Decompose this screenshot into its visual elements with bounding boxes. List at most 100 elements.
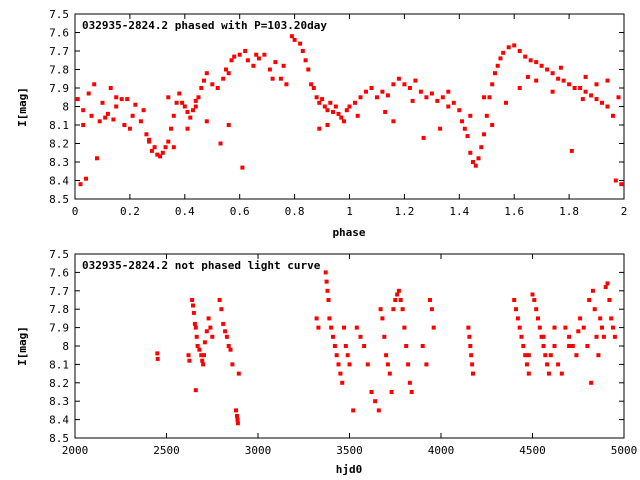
- phased-data-point: [86, 91, 91, 96]
- unphased-data-point: [314, 316, 319, 321]
- phased-data-point: [180, 100, 185, 105]
- phased-data-point: [166, 95, 171, 100]
- phased-data-point: [342, 119, 346, 124]
- phased-data-point: [410, 98, 415, 103]
- unphased-data-point: [587, 298, 592, 302]
- phased-data-point: [616, 95, 621, 100]
- phased-data-point: [226, 71, 231, 76]
- phased-data-point: [479, 145, 484, 150]
- phased-data-point: [429, 91, 434, 96]
- phased-data-point: [490, 123, 495, 127]
- phased-data-point: [375, 95, 379, 100]
- phased-data-point: [589, 93, 594, 98]
- phased-data-point: [292, 37, 297, 42]
- phased-x-tick-label: 0: [72, 205, 79, 218]
- phased-data-point: [111, 117, 116, 122]
- unphased-data-point: [563, 325, 568, 330]
- unphased-data-point: [404, 344, 409, 348]
- unphased-data-point: [373, 399, 378, 404]
- unphased-data-point: [521, 344, 526, 348]
- phased-data-point: [138, 119, 143, 124]
- phased-data-point: [583, 89, 588, 94]
- phased-data-point: [149, 148, 154, 153]
- unphased-data-point: [201, 362, 206, 367]
- unphased-data-point: [219, 307, 224, 312]
- phased-data-point: [594, 97, 599, 102]
- phased-x-tick-label: 0.6: [230, 205, 250, 218]
- unphased-data-point: [395, 292, 400, 297]
- phased-data-point: [482, 95, 486, 100]
- phased-data-point: [122, 123, 127, 127]
- phased-data-point: [309, 82, 314, 87]
- unphased-data-point: [327, 316, 332, 321]
- phased-data-point: [204, 71, 209, 76]
- phased-data-point: [306, 67, 311, 72]
- unphased-data-point: [192, 321, 197, 326]
- phased-data-point: [501, 50, 506, 55]
- phased-data-point: [256, 56, 261, 61]
- phased-data-point: [202, 78, 206, 83]
- phased-x-tick-label: 1.8: [559, 205, 579, 218]
- phased-data-point: [391, 119, 396, 124]
- phased-y-tick-label: 8.1: [49, 119, 69, 132]
- unphased-data-point: [431, 325, 436, 330]
- unphased-data-point: [369, 390, 374, 394]
- unphased-data-point: [574, 353, 579, 358]
- unphased-data-point: [325, 288, 330, 293]
- unphased-data-point: [543, 353, 548, 358]
- phased-data-point: [435, 98, 440, 103]
- phased-data-point: [567, 82, 572, 87]
- unphased-data-point: [534, 307, 539, 312]
- phased-data-point: [558, 65, 563, 70]
- unphased-data-point: [396, 288, 401, 293]
- phased-data-point: [460, 119, 464, 124]
- unphased-data-point: [512, 298, 517, 302]
- unphased-data-point: [406, 362, 411, 367]
- unphased-data-point: [393, 298, 398, 302]
- unphased-data-point: [594, 334, 599, 339]
- phased-data-point: [114, 104, 119, 109]
- phased-data-point: [495, 63, 500, 68]
- unphased-data-point: [467, 334, 472, 339]
- phased-y-tick-label: 8.4: [49, 175, 69, 188]
- unphased-x-tick-label: 2500: [153, 444, 180, 457]
- unphased-chart-title: 032935-2824.2 not phased light curve: [82, 259, 321, 272]
- unphased-data-point: [224, 334, 229, 339]
- unphased-data-point: [523, 353, 528, 358]
- phased-data-point: [506, 45, 511, 50]
- unphased-data-point: [424, 362, 429, 367]
- unphased-data-point: [552, 325, 557, 330]
- phased-data-point: [344, 108, 349, 113]
- phased-data-point: [331, 110, 335, 114]
- unphased-data-point: [514, 307, 518, 312]
- unphased-data-point: [362, 344, 367, 348]
- phased-data-point: [160, 150, 165, 155]
- unphased-data-point: [193, 388, 198, 393]
- phased-data-point: [600, 100, 604, 105]
- phased-data-point: [243, 49, 248, 53]
- phased-x-tick-label: 1.4: [449, 205, 469, 218]
- phased-data-point: [583, 74, 588, 79]
- phased-x-tick-label: 0.4: [175, 205, 195, 218]
- phased-data-point: [440, 95, 445, 100]
- phased-data-point: [353, 100, 357, 105]
- phased-data-point: [391, 82, 396, 87]
- phased-data-point: [185, 110, 190, 114]
- unphased-data-point: [354, 325, 359, 330]
- unphased-data-point: [598, 316, 603, 321]
- unphased-data-point: [338, 371, 343, 376]
- phased-data-point: [605, 78, 610, 83]
- phased-data-point: [254, 52, 259, 57]
- unphased-data-point: [204, 329, 209, 334]
- unphased-data-point: [389, 390, 394, 394]
- unphased-data-point: [235, 417, 240, 422]
- phased-data-point: [364, 89, 368, 94]
- phased-data-point: [421, 135, 426, 140]
- unphased-data-point: [409, 390, 414, 394]
- phased-data-point: [298, 41, 303, 46]
- unphased-data-point: [468, 344, 473, 348]
- phased-data-point: [385, 93, 390, 98]
- unphased-data-point: [187, 358, 192, 363]
- unphased-data-point: [603, 285, 608, 290]
- unphased-y-tick-label: 7.5: [49, 248, 69, 261]
